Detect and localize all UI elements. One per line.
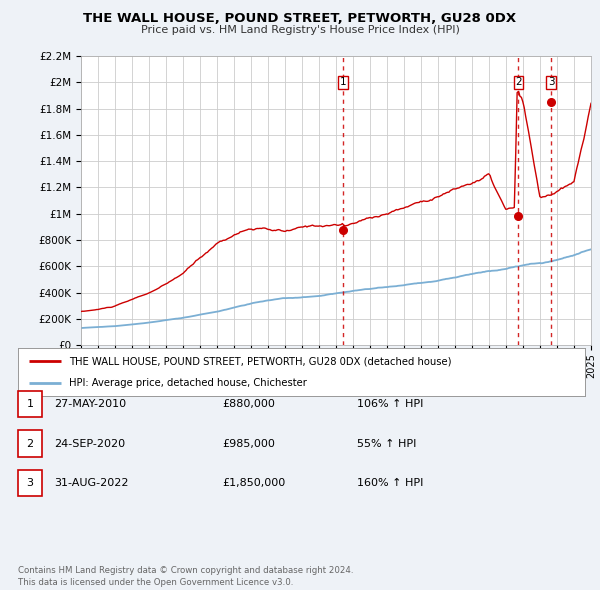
Text: 1: 1	[26, 399, 34, 409]
Text: Contains HM Land Registry data © Crown copyright and database right 2024.
This d: Contains HM Land Registry data © Crown c…	[18, 566, 353, 587]
Text: 3: 3	[26, 478, 34, 488]
Text: 106% ↑ HPI: 106% ↑ HPI	[357, 399, 424, 409]
Text: £985,000: £985,000	[222, 439, 275, 448]
Text: 2: 2	[26, 439, 34, 448]
Text: 3: 3	[548, 77, 554, 87]
Text: 31-AUG-2022: 31-AUG-2022	[54, 478, 128, 488]
Text: THE WALL HOUSE, POUND STREET, PETWORTH, GU28 0DX: THE WALL HOUSE, POUND STREET, PETWORTH, …	[83, 12, 517, 25]
Text: 2: 2	[515, 77, 522, 87]
Text: £1,850,000: £1,850,000	[222, 478, 285, 488]
Text: 27-MAY-2010: 27-MAY-2010	[54, 399, 126, 409]
Text: 1: 1	[340, 77, 346, 87]
Text: 55% ↑ HPI: 55% ↑ HPI	[357, 439, 416, 448]
Text: HPI: Average price, detached house, Chichester: HPI: Average price, detached house, Chic…	[69, 378, 307, 388]
Text: 24-SEP-2020: 24-SEP-2020	[54, 439, 125, 448]
Text: 160% ↑ HPI: 160% ↑ HPI	[357, 478, 424, 488]
Text: Price paid vs. HM Land Registry's House Price Index (HPI): Price paid vs. HM Land Registry's House …	[140, 25, 460, 35]
Text: THE WALL HOUSE, POUND STREET, PETWORTH, GU28 0DX (detached house): THE WALL HOUSE, POUND STREET, PETWORTH, …	[69, 356, 452, 366]
Text: £880,000: £880,000	[222, 399, 275, 409]
